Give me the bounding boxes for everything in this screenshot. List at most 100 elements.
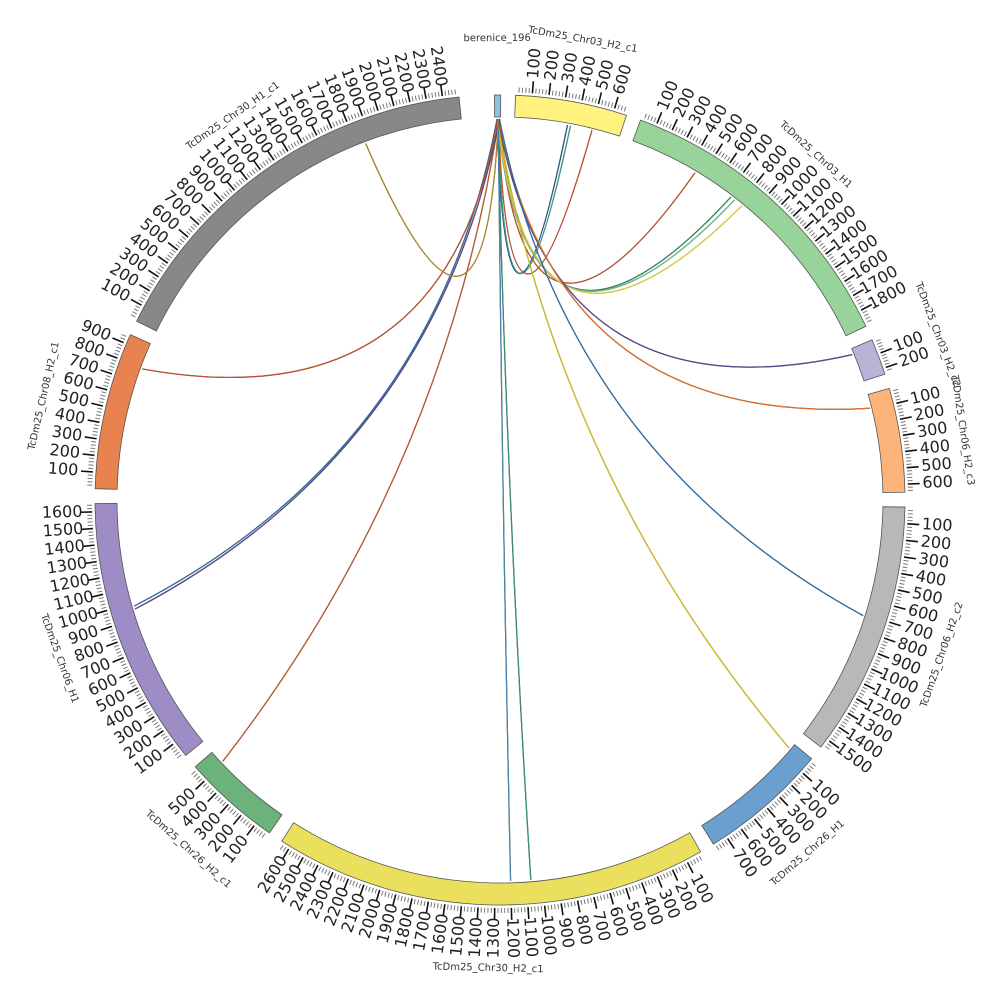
minor-tick-tcdm25-chr06-h2-c2 [886,632,891,634]
minor-tick-tcdm25-chr30-h1-c1 [297,140,299,144]
minor-tick-tcdm25-chr26-h2-c1 [259,832,262,836]
minor-tick-tcdm25-chr30-h1-c1 [324,127,326,132]
minor-tick-tcdm25-chr26-h1 [747,825,750,829]
minor-tick-tcdm25-chr03-h1 [693,136,695,140]
links-layer [134,119,870,881]
minor-tick-tcdm25-chr30-h2-c1 [359,884,361,889]
minor-tick-tcdm25-chr06-h2-c2 [863,687,867,689]
minor-tick-tcdm25-chr03-h1 [848,284,852,287]
minor-tick-tcdm25-chr30-h1-c1 [364,110,366,115]
minor-tick-tcdm25-chr30-h1-c1 [412,96,413,101]
minor-tick-tcdm25-chr30-h1-c1 [234,184,237,188]
minor-tick-tcdm25-chr30-h2-c1 [663,874,665,879]
minor-tick-tcdm25-chr03-h1 [738,165,741,169]
minor-tick-tcdm25-chr30-h2-c1 [398,895,399,900]
link-tcdm25-chr26-h1 [497,119,789,748]
minor-tick-tcdm25-chr06-h2-c3 [901,425,906,426]
minor-tick-tcdm25-chr26-h2-c1 [228,807,231,811]
minor-tick-tcdm25-chr06-h1 [105,620,110,621]
minor-tick-tcdm25-chr30-h2-c1 [388,893,389,898]
minor-tick-tcdm25-chr26-h1 [733,835,736,839]
minor-tick-tcdm25-chr03-h2-c1 [611,103,612,108]
tick-label-tcdm25-chr06-h1: 1600 [42,502,83,522]
minor-tick-tcdm25-chr30-h1-c1 [214,202,217,206]
minor-tick-tcdm25-chr30-h1-c1 [186,231,190,234]
minor-tick-tcdm25-chr03-h1 [851,290,855,293]
minor-tick-tcdm25-chr03-h1 [866,317,870,319]
minor-tick-tcdm25-chr06-h2-c2 [874,663,879,665]
minor-tick-tcdm25-chr06-h2-c2 [853,705,857,708]
minor-tick-tcdm25-chr30-h1-c1 [249,172,252,176]
minor-tick-tcdm25-chr26-h2-c1 [254,828,257,832]
minor-tick-tcdm25-chr30-h1-c1 [455,89,456,94]
minor-tick-tcdm25-chr08-h2-c1 [112,360,117,362]
minor-tick-tcdm25-chr03-h1 [824,248,828,251]
minor-tick-tcdm25-chr06-h1 [90,552,95,553]
minor-tick-tcdm25-chr03-h2-c1 [576,94,577,99]
minor-tick-tcdm25-chr03-h2-c1 [542,89,543,94]
minor-tick-tcdm25-chr03-h1 [733,161,736,165]
minor-tick-tcdm25-chr26-h2-c1 [217,798,220,802]
minor-tick-tcdm25-chr30-h1-c1 [209,207,213,211]
minor-tick-tcdm25-chr26-h2-c1 [215,795,218,799]
minor-tick-tcdm25-chr03-h1 [759,181,762,185]
minor-tick-tcdm25-chr06-h2-c2 [851,707,855,710]
minor-tick-tcdm25-chr30-h2-c1 [564,903,565,908]
minor-tick-tcdm25-chr08-h2-c1 [93,428,98,429]
minor-tick-tcdm25-chr30-h1-c1 [399,100,400,105]
minor-tick-tcdm25-chr03-h1 [724,155,727,159]
minor-tick-tcdm25-chr30-h1-c1 [380,105,381,110]
minor-tick-tcdm25-chr30-h1-c1 [156,271,160,274]
minor-tick-tcdm25-chr06-h2-c3 [897,405,902,406]
minor-tick-tcdm25-chr06-h2-c2 [905,550,910,551]
minor-tick-tcdm25-chr06-h2-c2 [905,547,910,548]
minor-tick-tcdm25-chr30-h2-c1 [283,847,286,851]
minor-tick-tcdm25-chr30-h2-c1 [682,865,684,869]
minor-tick-tcdm25-chr30-h1-c1 [260,164,263,168]
minor-tick-tcdm25-chr06-h2-c3 [893,389,898,390]
minor-tick-tcdm25-chr06-h2-c2 [890,619,895,620]
minor-tick-tcdm25-chr06-h2-c2 [879,651,884,653]
major-tick-tcdm25-chr03-h2-c2 [886,363,897,367]
minor-tick-tcdm25-chr30-h1-c1 [229,189,232,193]
minor-tick-tcdm25-chr06-h1 [101,604,106,605]
minor-tick-tcdm25-chr03-h1 [819,243,823,246]
minor-tick-tcdm25-chr30-h2-c1 [632,886,634,891]
minor-tick-tcdm25-chr30-h2-c1 [414,899,415,904]
minor-tick-tcdm25-chr06-h2-c3 [898,409,903,410]
minor-tick-tcdm25-chr30-h1-c1 [435,92,436,97]
major-tick-tcdm25-chr30-h2-c1 [561,903,563,915]
minor-tick-tcdm25-chr26-h1 [770,806,773,810]
minor-tick-tcdm25-chr30-h1-c1 [306,136,308,140]
minor-tick-tcdm25-chr03-h1 [832,259,836,262]
minor-tick-tcdm25-chr30-h2-c1 [685,864,687,868]
minor-tick-tcdm25-chr26-h1 [762,813,765,817]
minor-tick-tcdm25-chr30-h2-c1 [328,871,330,876]
minor-tick-tcdm25-chr03-h1 [822,246,826,249]
minor-tick-tcdm25-chr26-h1 [807,768,811,771]
major-tick-tcdm25-chr30-h1-c1 [214,192,222,201]
minor-tick-tcdm25-chr26-h1 [810,766,814,769]
major-tick-tcdm25-chr06-h2-c3 [903,433,915,435]
minor-tick-tcdm25-chr03-h1 [796,215,800,218]
minor-tick-tcdm25-chr30-h2-c1 [587,899,588,904]
minor-tick-tcdm25-chr30-h2-c1 [451,905,452,910]
minor-tick-tcdm25-chr30-h1-c1 [236,182,239,186]
minor-tick-tcdm25-chr26-h1 [785,792,788,796]
minor-tick-tcdm25-chr06-h2-c3 [894,393,899,394]
minor-tick-tcdm25-chr06-h2-c3 [904,444,909,445]
minor-tick-tcdm25-chr03-h2-c2 [878,345,883,347]
minor-tick-tcdm25-chr30-h1-c1 [158,269,162,272]
minor-tick-tcdm25-chr06-h1 [93,568,98,569]
minor-tick-tcdm25-chr06-h1 [123,667,128,669]
major-tick-tcdm25-chr03-h1 [730,153,737,163]
minor-tick-tcdm25-chr30-h1-c1 [342,118,344,123]
minor-tick-tcdm25-chr30-h2-c1 [555,904,556,909]
major-tick-tcdm25-chr06-h1 [101,626,112,630]
minor-tick-tcdm25-chr06-h2-c2 [904,554,909,555]
minor-tick-tcdm25-chr30-h1-c1 [396,100,397,105]
minor-tick-tcdm25-chr06-h2-c2 [885,635,890,637]
minor-tick-tcdm25-chr06-h1 [171,747,175,750]
link-tcdm25-chr03-h1 [497,119,735,291]
minor-tick-tcdm25-chr06-h1 [152,720,156,723]
